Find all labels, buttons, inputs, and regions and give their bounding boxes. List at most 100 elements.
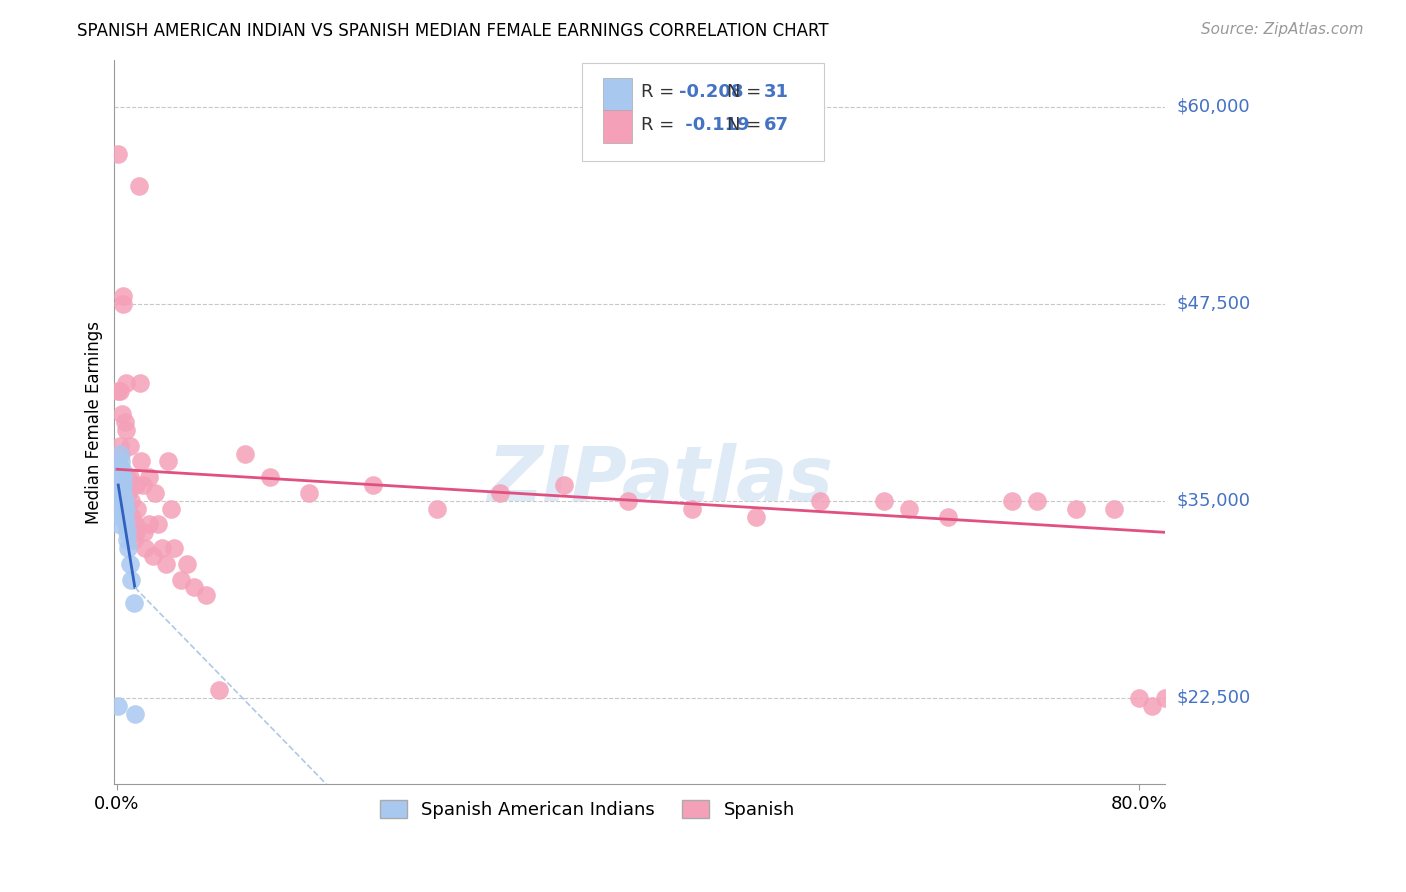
Point [122, 596, 145, 610]
Point [425, 501, 447, 516]
Point [361, 478, 384, 492]
Point [124, 706, 146, 721]
Point [117, 486, 139, 500]
Point [1154, 690, 1177, 705]
Point [298, 486, 321, 500]
Text: $60,000: $60,000 [1177, 98, 1250, 116]
Point [112, 470, 135, 484]
Point [122, 533, 145, 548]
Y-axis label: Median Female Earnings: Median Female Earnings [86, 320, 103, 524]
Point [112, 289, 135, 303]
Point [114, 415, 136, 429]
Point [110, 470, 132, 484]
Point [107, 384, 129, 398]
Text: N =: N = [727, 83, 766, 101]
Text: R =: R = [641, 83, 679, 101]
Point [936, 509, 959, 524]
Point [120, 573, 142, 587]
Point [115, 501, 138, 516]
Point [112, 297, 135, 311]
Point [114, 478, 136, 492]
Point [107, 470, 129, 484]
Point [155, 557, 177, 571]
Text: $22,500: $22,500 [1177, 689, 1250, 706]
Text: Source: ZipAtlas.com: Source: ZipAtlas.com [1201, 22, 1364, 37]
Point [117, 541, 139, 555]
Point [107, 517, 129, 532]
Point [110, 454, 132, 468]
Point [108, 478, 131, 492]
Point [108, 501, 131, 516]
Point [195, 588, 218, 602]
Text: -0.208: -0.208 [679, 83, 744, 101]
Point [115, 525, 138, 540]
Point [489, 486, 512, 500]
Point [125, 525, 148, 540]
Point [1102, 501, 1125, 516]
Point [115, 501, 138, 516]
Point [617, 493, 640, 508]
FancyBboxPatch shape [582, 63, 824, 161]
Point [112, 478, 135, 492]
Point [745, 509, 768, 524]
Point [115, 423, 138, 437]
Text: N =: N = [727, 116, 766, 134]
Point [128, 178, 150, 193]
Point [146, 517, 169, 532]
Point [873, 493, 896, 508]
Point [208, 682, 231, 697]
Point [115, 470, 138, 484]
Point [150, 541, 173, 555]
Point [111, 407, 134, 421]
Point [107, 501, 129, 516]
Point [112, 486, 135, 500]
Text: R =: R = [641, 116, 679, 134]
Point [170, 573, 193, 587]
Point [681, 501, 703, 516]
Point [138, 517, 160, 532]
Point [121, 509, 143, 524]
Point [111, 462, 134, 476]
Point [1001, 493, 1024, 508]
Point [1026, 493, 1049, 508]
Point [111, 493, 134, 508]
Point [1064, 501, 1087, 516]
Text: -0.119: -0.119 [679, 116, 749, 134]
Point [1128, 690, 1150, 705]
Point [110, 486, 132, 500]
Text: SPANISH AMERICAN INDIAN VS SPANISH MEDIAN FEMALE EARNINGS CORRELATION CHART: SPANISH AMERICAN INDIAN VS SPANISH MEDIA… [77, 22, 830, 40]
Point [108, 462, 131, 476]
Legend: Spanish American Indians, Spanish: Spanish American Indians, Spanish [373, 792, 801, 826]
Point [115, 517, 138, 532]
Point [129, 376, 152, 390]
Point [110, 509, 132, 524]
Point [553, 478, 575, 492]
Point [120, 493, 142, 508]
Point [898, 501, 921, 516]
Point [112, 501, 135, 516]
Point [114, 509, 136, 524]
Point [129, 454, 152, 468]
Point [163, 541, 186, 555]
Point [115, 376, 138, 390]
Point [176, 557, 198, 571]
Point [132, 525, 155, 540]
Point [142, 549, 165, 563]
Point [118, 470, 141, 484]
Point [1167, 682, 1189, 697]
Text: 31: 31 [763, 83, 789, 101]
Point [138, 470, 160, 484]
FancyBboxPatch shape [603, 78, 633, 111]
Point [183, 581, 205, 595]
Point [124, 517, 146, 532]
Point [143, 486, 166, 500]
FancyBboxPatch shape [603, 111, 633, 143]
Point [111, 478, 134, 492]
Point [131, 478, 153, 492]
Point [108, 439, 131, 453]
Point [157, 454, 180, 468]
Point [118, 439, 141, 453]
Point [808, 493, 831, 508]
Point [107, 486, 129, 500]
Text: $47,500: $47,500 [1177, 295, 1250, 313]
